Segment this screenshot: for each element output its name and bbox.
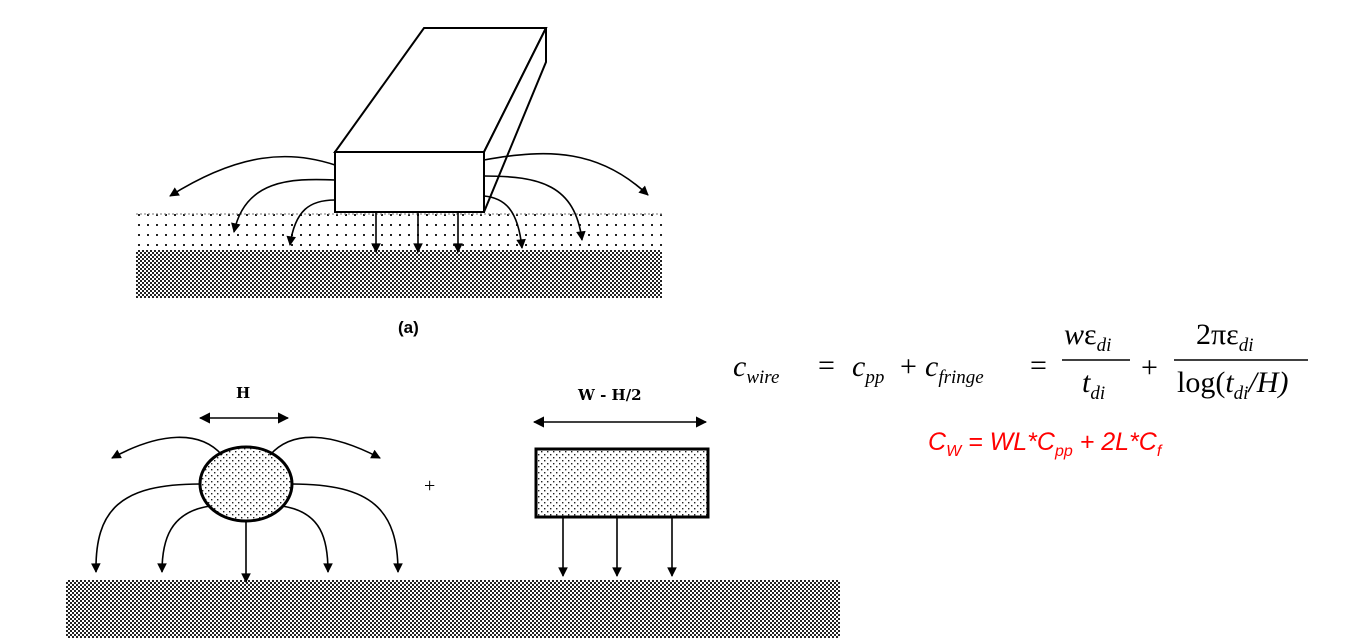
svg-text:wεdi: wεdi — [1064, 318, 1111, 356]
svg-text:cpp: cpp — [852, 350, 884, 388]
wire-block-3d — [333, 27, 548, 213]
rectangular-conductor — [534, 447, 710, 519]
plus-sign: + — [424, 475, 435, 497]
fringe-field-lines-left — [169, 155, 336, 246]
fringe-field-lines-right — [483, 153, 649, 249]
w-label: W - H/2 — [577, 386, 642, 404]
svg-text:cwire: cwire — [733, 350, 779, 388]
svg-text:cfringe: cfringe — [925, 350, 984, 388]
cw-formula: CW = WL*Cpp + 2L*Cf — [928, 428, 1162, 460]
eq-equals-1: = — [818, 349, 835, 382]
eq-lhs: c — [733, 350, 746, 383]
svg-text:log(tdi/H): log(tdi/H) — [1177, 366, 1288, 404]
ground-plane — [66, 580, 840, 638]
substrate-top-layer — [136, 214, 662, 252]
figure-b: H + W - H/2 — [66, 384, 840, 638]
eq-plus-1: + — [900, 350, 917, 383]
eq-cpp: c — [852, 350, 865, 383]
eq-plus-2: + — [1141, 351, 1158, 384]
figure-a: (a) — [136, 27, 662, 337]
figure-a-caption: (a) — [398, 318, 419, 337]
substrate-dense-layer — [136, 250, 662, 298]
h-label: H — [236, 384, 250, 402]
eq-equals-2: = — [1030, 349, 1047, 382]
eq-cfringe: c — [925, 350, 938, 383]
wire-capacitance-equation: cwire = cpp + cfringe = wεdi tdi + 2πεdi… — [733, 318, 1308, 404]
rectangle-field-lines — [558, 517, 677, 577]
svg-text:2πεdi: 2πεdi — [1196, 318, 1254, 356]
cylindrical-conductor — [198, 445, 294, 523]
parallel-plate-field-lines — [371, 212, 463, 253]
cylinder-field-lines — [91, 436, 403, 583]
svg-text:tdi: tdi — [1082, 366, 1105, 404]
